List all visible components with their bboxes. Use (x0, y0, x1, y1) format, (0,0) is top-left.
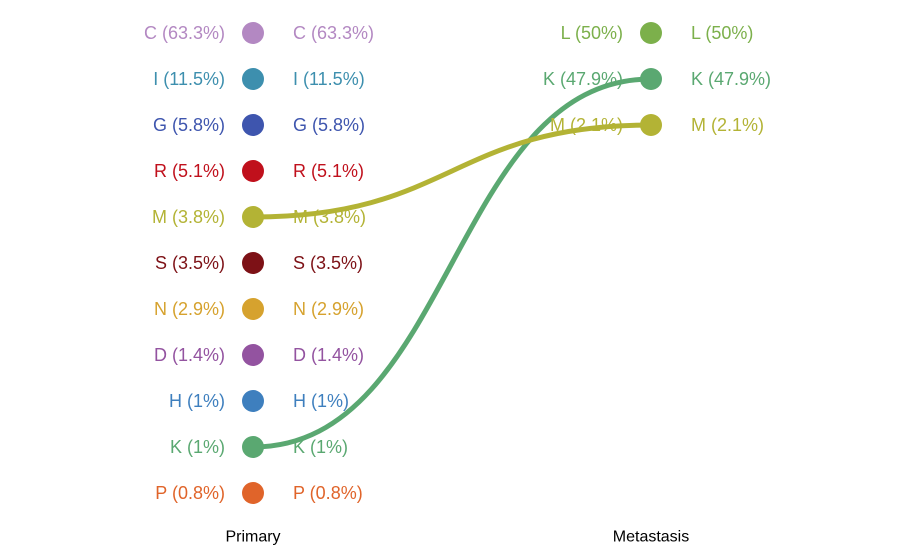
links-layer (250, 76, 654, 450)
metastasis-label-left-m-2-1: M (2.1%) (550, 115, 623, 135)
primary-node-c-63-3 (242, 22, 264, 44)
primary-node-r-5-1 (242, 160, 264, 182)
primary-node-n-2-9 (242, 298, 264, 320)
primary-label-left-r-5-1: R (5.1%) (154, 161, 225, 181)
primary-label-left-p-0-8: P (0.8%) (155, 483, 225, 503)
primary-node-s-3-5 (242, 252, 264, 274)
nodes-layer: C (63.3%) C (63.3%) I (11.5%) I (11.5%) G (5… (144, 22, 771, 504)
metastasis-node-m-2-1 (640, 114, 662, 136)
metastasis-label-right-m-2-1: M (2.1%) (691, 115, 764, 135)
link-k-1-to-k-47-9 (250, 76, 654, 450)
link-m-3-8-to-m-2-1 (250, 122, 654, 220)
primary-label-right-d-1-4: D (1.4%) (293, 345, 364, 365)
axis-layer: Primary Metastasis (225, 529, 689, 546)
primary-label-left-n-2-9: N (2.9%) (154, 299, 225, 319)
primary-label-right-c-63-3: C (63.3%) (293, 23, 374, 43)
primary-label-right-k-1: K (1%) (293, 437, 348, 457)
primary-label-right-h-1: H (1%) (293, 391, 349, 411)
metastasis-node-k-47-9 (640, 68, 662, 90)
primary-label-left-s-3-5: S (3.5%) (155, 253, 225, 273)
primary-label-right-r-5-1: R (5.1%) (293, 161, 364, 181)
primary-node-p-0-8 (242, 482, 264, 504)
metastasis-label-right-l-50: L (50%) (691, 23, 753, 43)
metastasis-label-right-k-47-9: K (47.9%) (691, 69, 771, 89)
primary-node-i-11-5 (242, 68, 264, 90)
primary-label-right-n-2-9: N (2.9%) (293, 299, 364, 319)
column-label-metastasis: Metastasis (613, 529, 689, 546)
primary-node-m-3-8 (242, 206, 264, 228)
primary-node-h-1 (242, 390, 264, 412)
primary-label-left-h-1: H (1%) (169, 391, 225, 411)
metastasis-label-left-l-50: L (50%) (561, 23, 623, 43)
primary-node-g-5-8 (242, 114, 264, 136)
column-label-primary: Primary (225, 529, 280, 546)
primary-label-right-g-5-8: G (5.8%) (293, 115, 365, 135)
primary-node-d-1-4 (242, 344, 264, 366)
primary-label-left-c-63-3: C (63.3%) (144, 23, 225, 43)
primary-label-left-m-3-8: M (3.8%) (152, 207, 225, 227)
primary-label-right-s-3-5: S (3.5%) (293, 253, 363, 273)
primary-label-left-d-1-4: D (1.4%) (154, 345, 225, 365)
primary-label-right-i-11-5: I (11.5%) (293, 69, 365, 89)
primary-label-right-p-0-8: P (0.8%) (293, 483, 363, 503)
primary-label-left-g-5-8: G (5.8%) (153, 115, 225, 135)
metastasis-node-l-50 (640, 22, 662, 44)
primary-label-left-i-11-5: I (11.5%) (153, 69, 225, 89)
metastasis-label-left-k-47-9: K (47.9%) (543, 69, 623, 89)
primary-label-left-k-1: K (1%) (170, 437, 225, 457)
primary-label-right-m-3-8: M (3.8%) (293, 207, 366, 227)
primary-node-k-1 (242, 436, 264, 458)
